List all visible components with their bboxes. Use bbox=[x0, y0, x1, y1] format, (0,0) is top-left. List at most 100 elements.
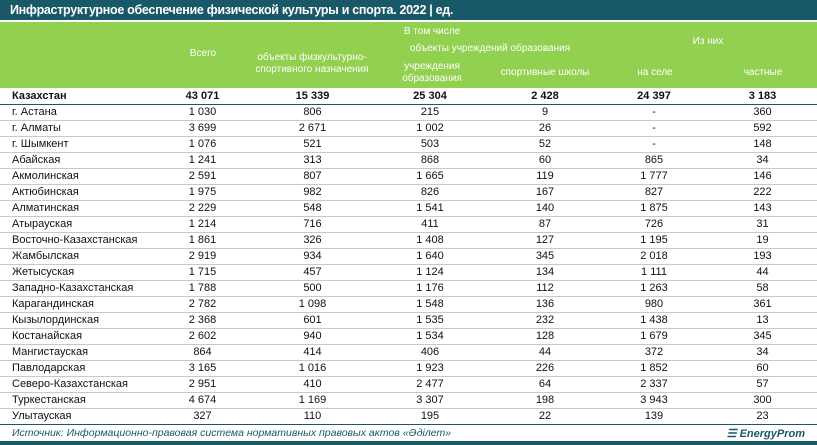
header-private: частные bbox=[743, 67, 783, 78]
cell: 146 bbox=[708, 168, 817, 185]
cell: 1 124 bbox=[370, 264, 490, 281]
cell: 58 bbox=[708, 280, 817, 297]
cell: 2 337 bbox=[600, 376, 708, 393]
cell: 1 640 bbox=[370, 248, 490, 265]
cell: 716 bbox=[255, 216, 370, 233]
table-row: Павлодарская 3 165 1 016 1 923 226 1 852 60 bbox=[0, 360, 817, 377]
region-name: Улытауская bbox=[0, 408, 150, 425]
cell: 361 bbox=[708, 296, 817, 313]
header-including: В том числе bbox=[403, 26, 461, 37]
cell: 43 071 bbox=[150, 88, 255, 105]
cell: 1 438 bbox=[600, 312, 708, 329]
cell: - bbox=[600, 120, 708, 137]
cell: 726 bbox=[600, 216, 708, 233]
cell: 1 111 bbox=[600, 264, 708, 281]
cell: 1 263 bbox=[600, 280, 708, 297]
cell: 4 674 bbox=[150, 392, 255, 409]
cell: 3 943 bbox=[600, 392, 708, 409]
cell: 34 bbox=[708, 152, 817, 169]
table-row: Костанайская 2 602 940 1 534 128 1 679 345 bbox=[0, 328, 817, 345]
cell: 1 788 bbox=[150, 280, 255, 297]
cell: 110 bbox=[255, 408, 370, 425]
cell: 222 bbox=[708, 184, 817, 201]
cell: 1 875 bbox=[600, 200, 708, 217]
bottom-bar bbox=[0, 441, 817, 445]
table-row: Абайская 1 241 313 868 60 865 34 bbox=[0, 152, 817, 169]
cell: 806 bbox=[255, 104, 370, 121]
cell: 521 bbox=[255, 136, 370, 153]
cell: 44 bbox=[490, 344, 600, 361]
table-row: Акмолинская 2 591 807 1 665 119 1 777 146 bbox=[0, 168, 817, 185]
region-name: Жетысуская bbox=[0, 264, 150, 281]
cell: 980 bbox=[600, 296, 708, 313]
cell: 134 bbox=[490, 264, 600, 281]
cell: 360 bbox=[708, 104, 817, 121]
cell: 13 bbox=[708, 312, 817, 329]
cell: 3 699 bbox=[150, 120, 255, 137]
cell: 2 671 bbox=[255, 120, 370, 137]
cell: 226 bbox=[490, 360, 600, 377]
cell: 827 bbox=[600, 184, 708, 201]
cell: 940 bbox=[255, 328, 370, 345]
cell: 136 bbox=[490, 296, 600, 313]
header-phys: объекты физкультурно-спортивного назначе… bbox=[255, 52, 369, 75]
cell: 300 bbox=[708, 392, 817, 409]
cell: 128 bbox=[490, 328, 600, 345]
cell: 1 715 bbox=[150, 264, 255, 281]
cell: 1 777 bbox=[600, 168, 708, 185]
cell: 112 bbox=[490, 280, 600, 297]
cell: 19 bbox=[708, 232, 817, 249]
cell: 1 852 bbox=[600, 360, 708, 377]
table-header: Всего В том числе объекты физкультурно-с… bbox=[0, 22, 817, 88]
cell: 868 bbox=[370, 152, 490, 169]
cell: 345 bbox=[490, 248, 600, 265]
table-row: Жетысуская 1 715 457 1 124 134 1 111 44 bbox=[0, 264, 817, 281]
table-row: Улытауская 327 110 195 22 139 23 bbox=[0, 408, 817, 425]
cell: 1 098 bbox=[255, 296, 370, 313]
cell: 193 bbox=[708, 248, 817, 265]
cell: 865 bbox=[600, 152, 708, 169]
cell: 934 bbox=[255, 248, 370, 265]
cell: 64 bbox=[490, 376, 600, 393]
table-row: Карагандинская 2 782 1 098 1 548 136 980 361 bbox=[0, 296, 817, 313]
table-row: г. Алматы 3 699 2 671 1 002 26-592 bbox=[0, 120, 817, 137]
cell: 2 951 bbox=[150, 376, 255, 393]
cell: 60 bbox=[490, 152, 600, 169]
region-name: Карагандинская bbox=[0, 296, 150, 313]
cell: 1 679 bbox=[600, 328, 708, 345]
logo-text: EnergyProm bbox=[739, 428, 805, 440]
cell: 22 bbox=[490, 408, 600, 425]
table-row: г. Шымкент 1 076 521 503 52-148 bbox=[0, 136, 817, 153]
cell: 167 bbox=[490, 184, 600, 201]
cell: 143 bbox=[708, 200, 817, 217]
cell: 1 861 bbox=[150, 232, 255, 249]
cell: 2 919 bbox=[150, 248, 255, 265]
cell: 326 bbox=[255, 232, 370, 249]
cell: 2 477 bbox=[370, 376, 490, 393]
region-name: Акмолинская bbox=[0, 168, 150, 185]
cell: 9 bbox=[490, 104, 600, 121]
region-name: Жамбылская bbox=[0, 248, 150, 265]
cell: 1 535 bbox=[370, 312, 490, 329]
data-table: Казахстан 43 071 15 339 25 304 2 428 24 … bbox=[0, 88, 817, 425]
cell: 119 bbox=[490, 168, 600, 185]
cell: 1 408 bbox=[370, 232, 490, 249]
cell: 601 bbox=[255, 312, 370, 329]
cell: 2 591 bbox=[150, 168, 255, 185]
table-row: Алматинская 2 229 548 1 541 140 1 875 143 bbox=[0, 200, 817, 217]
cell: 1 016 bbox=[255, 360, 370, 377]
table-row: Мангистауская 864 414 406 44 372 34 bbox=[0, 344, 817, 361]
cell: 2 368 bbox=[150, 312, 255, 329]
cell: 15 339 bbox=[255, 88, 370, 105]
table-row: Западно-Казахстанская 1 788 500 1 176 112 1 2… bbox=[0, 280, 817, 297]
cell: 1 241 bbox=[150, 152, 255, 169]
cell: 3 307 bbox=[370, 392, 490, 409]
cell: 548 bbox=[255, 200, 370, 217]
cell: 1 195 bbox=[600, 232, 708, 249]
region-name: Актюбинская bbox=[0, 184, 150, 201]
cell: 2 229 bbox=[150, 200, 255, 217]
header-total: Всего bbox=[189, 48, 217, 59]
cell: 410 bbox=[255, 376, 370, 393]
cell: 148 bbox=[708, 136, 817, 153]
cell: 372 bbox=[600, 344, 708, 361]
